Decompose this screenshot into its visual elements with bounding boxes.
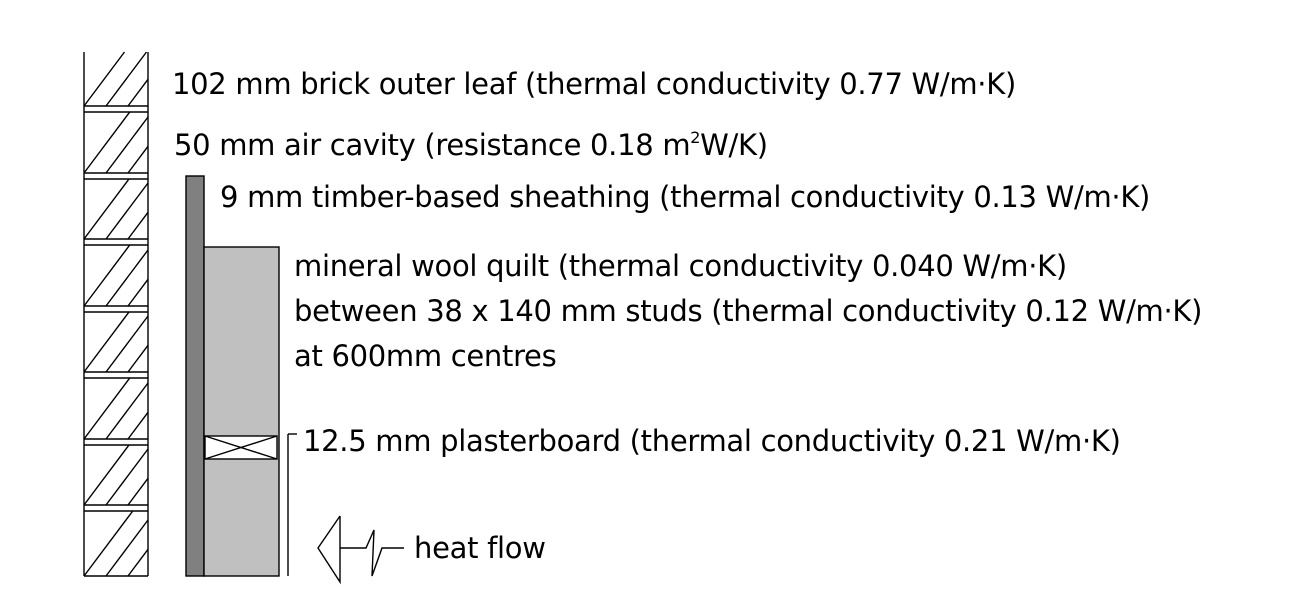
brick-hatch-line <box>83 111 131 174</box>
brick-hatch-line <box>127 344 149 373</box>
brick-outer-leaf <box>83 51 149 577</box>
air-cavity-label: 50 mm air cavity (resistance 0.18 m2W/K) <box>174 128 768 162</box>
brick-hatch-line <box>127 78 149 107</box>
brick-hatch-line <box>105 249 149 307</box>
mineral-wool-label-line3: at 600mm centres <box>294 339 557 373</box>
brick-hatch-line <box>83 311 130 373</box>
brick-hatch-line <box>105 182 149 240</box>
brick-hatch-line <box>127 278 149 307</box>
brick-hatch-line <box>105 519 149 577</box>
brick-hatch-line <box>127 211 149 240</box>
brick-label: 102 mm brick outer leaf (thermal conduct… <box>172 67 1016 101</box>
brick-hatch-line <box>105 382 149 440</box>
mineral-wool-label-line1: mineral wool quilt (thermal conductivity… <box>294 249 1067 283</box>
brick-hatch-line <box>83 178 130 240</box>
brick-hatch-line <box>105 315 149 373</box>
mineral-wool-layer <box>203 246 280 577</box>
sheathing-label: 9 mm timber-based sheathing (thermal con… <box>220 180 1151 214</box>
timber-stud-symbol <box>204 435 278 460</box>
brick-hatch-line <box>105 116 149 174</box>
brick-hatch-line <box>83 51 126 107</box>
sheathing-layer <box>185 175 205 577</box>
brick-hatch-line <box>127 411 149 440</box>
brick-hatch-line <box>105 51 148 107</box>
plasterboard-label: 12.5 mm plasterboard (thermal conductivi… <box>303 424 1121 458</box>
brick-hatch-line <box>83 244 131 307</box>
heat-flow-label: heat flow <box>414 531 546 565</box>
brick-hatch-line <box>127 477 149 506</box>
brick-hatch-line <box>83 377 131 440</box>
air-cavity-label-text-end: W/K) <box>700 128 768 162</box>
brick-hatch-line <box>127 548 149 577</box>
brick-hatch-line <box>83 444 130 506</box>
air-cavity-label-text: 50 mm air cavity (resistance 0.18 m <box>174 128 691 162</box>
plasterboard-layer <box>287 433 297 576</box>
brick-hatch-line <box>105 448 149 506</box>
brick-hatch-line <box>83 510 134 577</box>
brick-hatch-line <box>127 145 149 174</box>
air-cavity-label-sup: 2 <box>690 128 701 147</box>
heat-flow-arrow <box>317 515 404 585</box>
mineral-wool-label-line2: between 38 x 140 mm studs (thermal condu… <box>294 294 1203 328</box>
